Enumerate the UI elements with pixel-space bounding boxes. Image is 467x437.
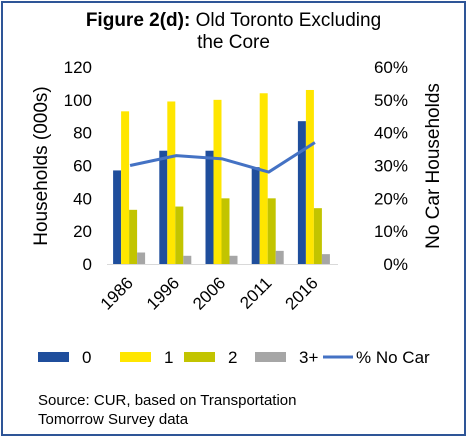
source-line-2: Tomorrow Survey data xyxy=(38,411,189,428)
y2-tick-label: 40% xyxy=(374,124,408,143)
legend-swatch-3+ xyxy=(255,352,286,362)
bar-series-2 xyxy=(129,209,138,264)
legend-swatch-0 xyxy=(38,352,69,362)
legend-label: 1 xyxy=(164,348,173,367)
y-tick-label: 120 xyxy=(64,58,92,77)
legend-label: 0 xyxy=(82,348,91,367)
bar-series-1 xyxy=(121,111,130,264)
bar-series-0 xyxy=(113,170,122,264)
title-text: Old Toronto Excluding xyxy=(190,10,382,31)
x-tick-label: 1996 xyxy=(143,273,183,313)
chart-title: Figure 2(d): Old Toronto Excluding the C… xyxy=(0,10,467,54)
y-axis-title: Households (000s) xyxy=(31,86,52,245)
bar-series-0 xyxy=(251,167,260,264)
y2-tick-label: 30% xyxy=(374,157,408,176)
source-note: Source: CUR, based on Transportation Tom… xyxy=(38,391,418,429)
line-series-no-car xyxy=(129,141,316,174)
x-tick-label: 1986 xyxy=(97,273,137,313)
bar-series-3+ xyxy=(275,250,284,264)
bar-series-1 xyxy=(259,93,268,265)
y2-tick-label: 20% xyxy=(374,189,408,208)
x-tick-label: 2016 xyxy=(282,273,322,313)
bar-series-0 xyxy=(297,121,306,264)
legend-label: 2 xyxy=(228,348,237,367)
bar-series-0 xyxy=(159,150,168,264)
bar-series-2 xyxy=(175,206,184,264)
title-line-2: the Core xyxy=(197,32,270,53)
bar-series-0 xyxy=(205,150,214,264)
legend-label: 3+ xyxy=(299,348,318,367)
legend-label: % No Car xyxy=(356,348,430,367)
y2-tick-label: 0% xyxy=(383,255,408,274)
legend-swatch-1 xyxy=(120,352,151,362)
x-tick-label: 2006 xyxy=(189,273,229,313)
bar-series-2 xyxy=(267,198,276,264)
y-tick-label: 80 xyxy=(73,124,92,143)
y2-tick-label: 60% xyxy=(374,58,408,77)
y-tick-label: 40 xyxy=(73,189,92,208)
x-tick-label: 2011 xyxy=(236,273,275,312)
y-tick-label: 20 xyxy=(73,222,92,241)
y-tick-label: 0 xyxy=(83,255,92,274)
bar-series-1 xyxy=(305,89,314,264)
title-figure-label: Figure 2(d): xyxy=(85,10,191,31)
y2-tick-label: 10% xyxy=(374,222,408,241)
y-tick-label: 60 xyxy=(73,157,92,176)
bar-series-1 xyxy=(213,99,222,264)
source-line-1: Source: CUR, based on Transportation xyxy=(38,392,297,409)
bar-series-3+ xyxy=(183,255,192,264)
y2-tick-label: 50% xyxy=(374,91,408,110)
bar-series-3+ xyxy=(229,255,238,264)
bar-series-1 xyxy=(167,101,176,264)
bar-series-3+ xyxy=(321,254,330,264)
bar-series-2 xyxy=(313,208,322,264)
bar-series-3+ xyxy=(137,252,146,264)
title-line-1: Figure 2(d): Old Toronto Excluding xyxy=(0,10,467,32)
legend-swatch-2 xyxy=(184,352,215,362)
bar-series-2 xyxy=(221,198,230,264)
y2-axis-title: No Car Households xyxy=(423,83,444,249)
y-tick-label: 100 xyxy=(64,91,92,110)
